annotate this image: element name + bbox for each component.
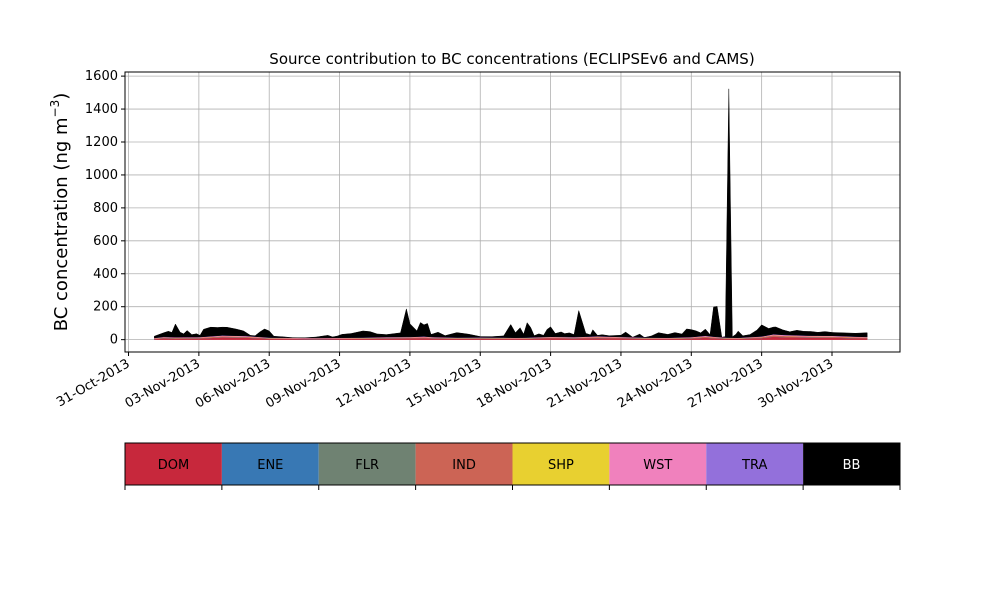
x-tick-label: 06-Nov-2013 bbox=[193, 356, 273, 411]
x-tick-label: 18-Nov-2013 bbox=[474, 356, 554, 411]
y-axis-label: BC concentration (ng m−3) bbox=[48, 93, 72, 332]
y-tick-label: 1400 bbox=[85, 102, 118, 117]
x-tick-label: 03-Nov-2013 bbox=[123, 356, 203, 411]
y-tick-label: 600 bbox=[93, 234, 118, 249]
legend-swatch-tra bbox=[706, 443, 804, 485]
x-tick-label: 30-Nov-2013 bbox=[756, 356, 836, 411]
y-tick-label: 400 bbox=[93, 267, 118, 282]
legend-label-wst: WST bbox=[643, 458, 672, 473]
legend-swatch-ene bbox=[221, 443, 319, 485]
legend-label-flr: FLR bbox=[355, 458, 379, 473]
y-tick-label: 1200 bbox=[85, 135, 118, 150]
y-tick-label: 800 bbox=[93, 201, 118, 216]
legend-label-dom: DOM bbox=[158, 458, 189, 473]
grid bbox=[125, 72, 900, 352]
y-tick-label: 0 bbox=[110, 333, 118, 348]
x-tick-label: 21-Nov-2013 bbox=[545, 356, 625, 411]
x-tick-label: 15-Nov-2013 bbox=[404, 356, 484, 411]
stacked-areas bbox=[154, 88, 868, 340]
legend-label-bb: BB bbox=[843, 458, 861, 473]
x-tick-label: 12-Nov-2013 bbox=[334, 356, 414, 411]
legend-swatch-dom bbox=[125, 443, 222, 485]
axes-frame bbox=[124, 71, 901, 353]
legend-label-ind: IND bbox=[452, 458, 476, 473]
x-tick-label: 31-Oct-2013 bbox=[54, 356, 132, 410]
legend-swatch-wst bbox=[609, 443, 707, 485]
legend-label-shp: SHP bbox=[548, 458, 574, 473]
x-tick-label: 27-Nov-2013 bbox=[685, 356, 765, 411]
y-tick-label: 200 bbox=[93, 300, 118, 315]
x-tick-label: 24-Nov-2013 bbox=[615, 356, 695, 411]
legend-label-ene: ENE bbox=[257, 458, 283, 473]
y-tick-label: 1000 bbox=[85, 168, 118, 183]
legend-swatch-flr bbox=[318, 443, 416, 485]
legend-swatch-bb bbox=[803, 443, 900, 485]
legend-swatch-shp bbox=[512, 443, 610, 485]
legend-label-tra: TRA bbox=[741, 458, 767, 473]
colorbar-legend: DOM ENE FLR IND SHP WST TRA BB bbox=[124, 442, 901, 490]
x-axis: 31-Oct-201303-Nov-201306-Nov-201309-Nov-… bbox=[54, 352, 836, 411]
area-bb bbox=[154, 88, 868, 339]
y-axis: 0 200 400 600 800 1000 1200 1400 1600 bbox=[85, 69, 125, 348]
chart-title: Source contribution to BC concentrations… bbox=[269, 50, 754, 68]
y-tick-label: 1600 bbox=[85, 69, 118, 84]
legend-swatch-ind bbox=[415, 443, 513, 485]
x-tick-label: 09-Nov-2013 bbox=[263, 356, 343, 411]
